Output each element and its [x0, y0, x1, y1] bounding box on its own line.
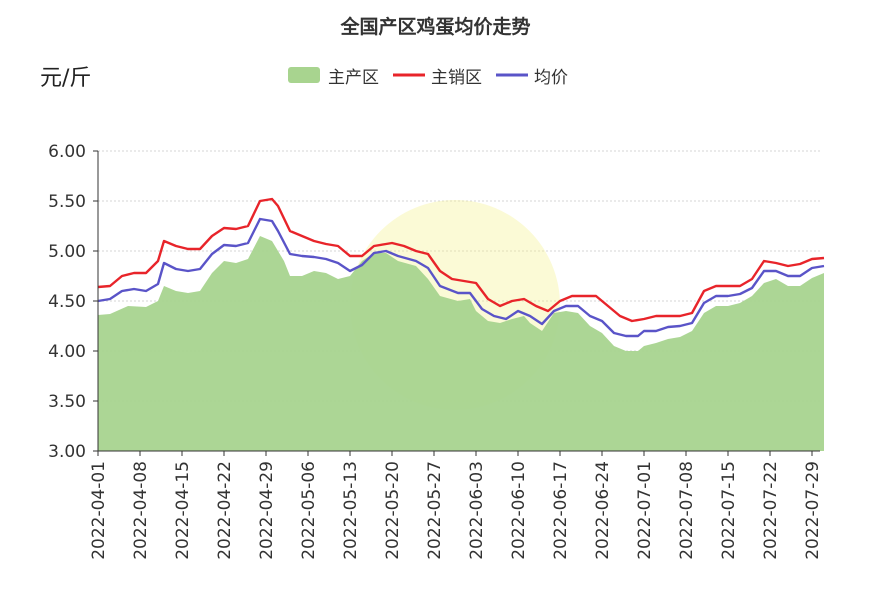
legend-line-swatch — [496, 73, 528, 77]
x-tick-label: 2022-07-01 — [635, 461, 655, 560]
legend-item-main-selling[interactable]: 主销区 — [393, 63, 482, 88]
x-tick-label: 2022-04-29 — [257, 461, 277, 560]
x-tick-label: 2022-05-20 — [383, 461, 403, 560]
legend-line-swatch — [393, 73, 425, 77]
series-area-main-producing — [98, 236, 824, 451]
x-tick-label: 2022-06-10 — [509, 461, 529, 560]
legend-item-main-producing[interactable]: 主产区 — [288, 63, 379, 88]
y-tick-label: 3.50 — [48, 392, 86, 412]
series-line-main-selling — [97, 197, 825, 323]
y-tick-label: 5.00 — [48, 242, 86, 262]
x-tick-label: 2022-05-06 — [299, 461, 319, 560]
legend-area-swatch — [288, 67, 320, 83]
y-tick-label: 4.50 — [48, 292, 86, 312]
y-tick-label: 5.50 — [48, 192, 86, 212]
legend-item-average[interactable]: 均价 — [496, 63, 568, 88]
series-line-average — [97, 217, 825, 338]
legend: 主产区 主销区 均价 — [288, 62, 582, 88]
y-tick-label: 3.00 — [48, 442, 86, 462]
x-tick-label: 2022-07-08 — [677, 461, 697, 560]
y-tick-label: 6.00 — [48, 142, 86, 162]
x-tick-label: 2022-04-08 — [131, 461, 151, 560]
x-tick-label: 2022-07-29 — [803, 461, 823, 560]
x-tick-label: 2022-04-22 — [215, 461, 235, 560]
legend-label: 主产区 — [328, 67, 379, 88]
y-tick-label: 4.00 — [48, 342, 86, 362]
x-tick-label: 2022-05-27 — [425, 461, 445, 560]
chart-title: 全国产区鸡蛋均价走势 — [340, 16, 531, 38]
legend-label: 主销区 — [431, 67, 482, 88]
y-unit-label: 元/斤 — [40, 66, 92, 91]
x-tick-label: 2022-05-13 — [341, 461, 361, 560]
legend-label: 均价 — [534, 67, 568, 88]
x-tick-label: 2022-04-15 — [173, 461, 193, 560]
x-tick-label: 2022-06-03 — [467, 461, 487, 560]
x-tick-label: 2022-07-22 — [761, 461, 781, 560]
x-tick-label: 2022-06-17 — [551, 461, 571, 560]
x-tick-label: 2022-06-24 — [593, 461, 613, 560]
x-tick-label: 2022-04-01 — [89, 461, 109, 560]
x-tick-label: 2022-07-15 — [719, 461, 739, 560]
